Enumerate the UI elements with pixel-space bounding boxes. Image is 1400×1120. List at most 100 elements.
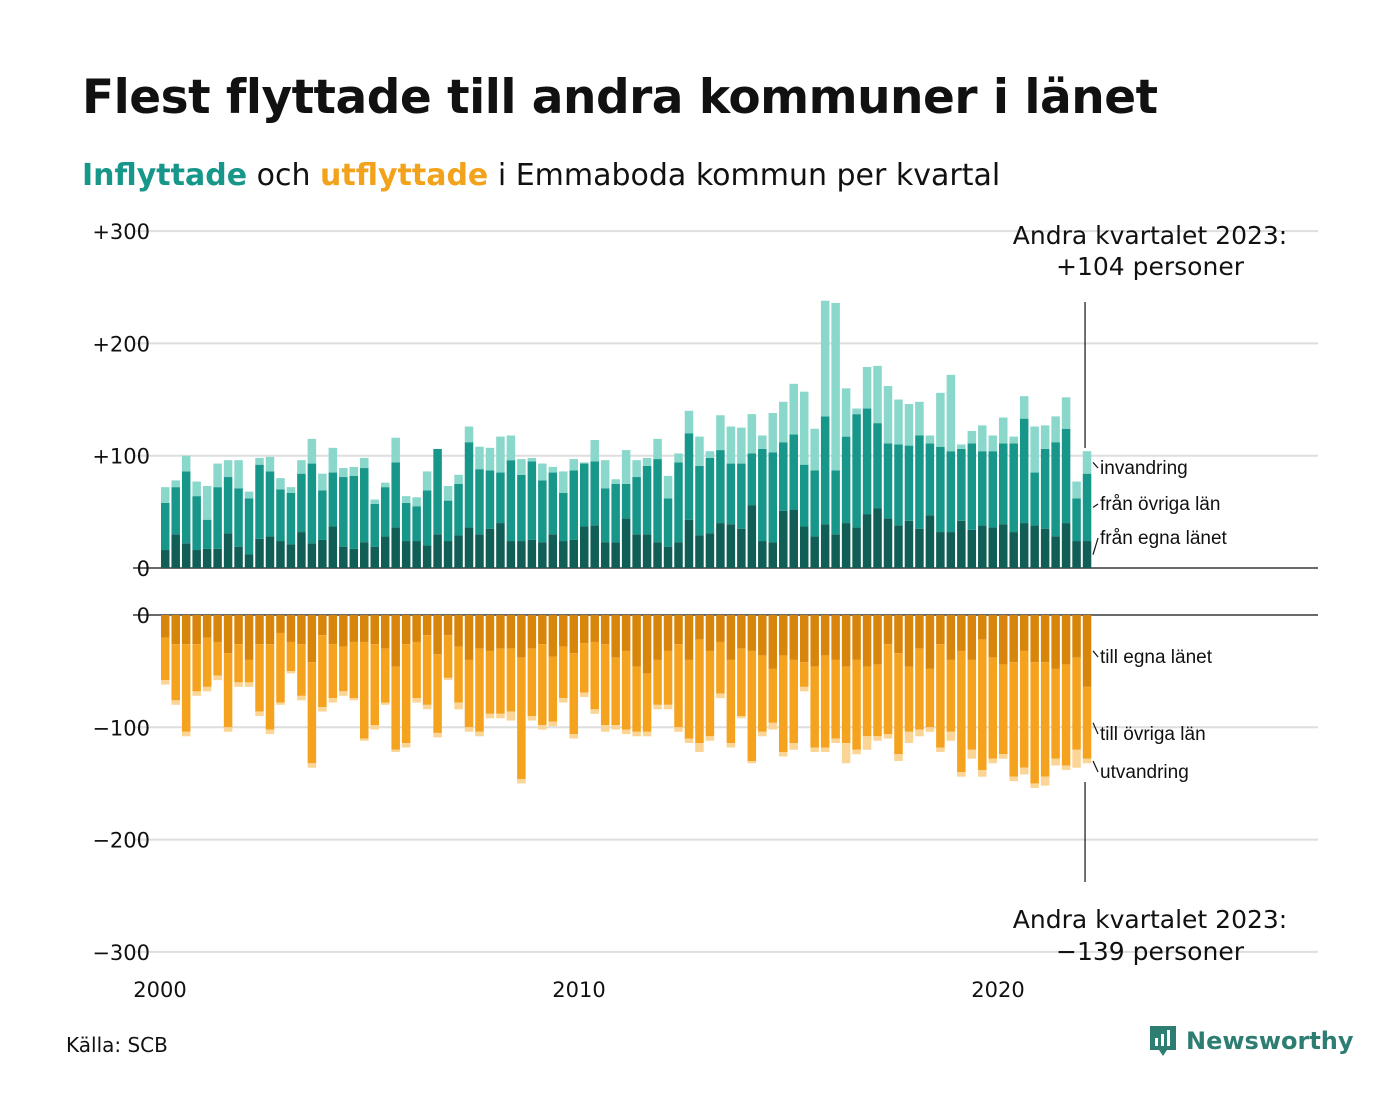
bar-in-1 [422,490,432,546]
bar-out-2 [380,702,390,705]
bar-out-1 [925,668,935,728]
bar-out-2 [716,693,725,699]
bar-out-2 [370,725,379,730]
bar-in-1 [936,446,945,533]
bar-in-0 [265,536,275,568]
bar-out-2 [621,729,631,735]
bar-in-1 [328,472,338,527]
bar-in-2 [307,438,317,464]
bar-in-1 [705,457,715,534]
bar-in-0 [873,508,882,568]
bar-in-0 [548,534,558,568]
bar-in-2 [758,435,767,449]
bar-in-1 [978,451,987,526]
bar-in-2 [276,478,285,490]
bar-in-1 [632,477,641,535]
bar-out-2 [611,725,620,730]
bar-in-1 [674,462,683,543]
bar-in-1 [1072,498,1081,542]
bar-out-1 [286,641,296,672]
bar-out-0 [401,615,411,645]
bar-in-0 [779,510,788,568]
bar-out-2 [726,743,736,748]
bar-out-1 [370,644,379,726]
bar-out-0 [852,615,861,660]
bar-in-1 [779,442,788,511]
bar-in-0 [768,542,778,568]
bar-in-1 [506,460,516,542]
bar-in-1 [737,463,746,529]
bar-out-0 [904,615,914,667]
bar-in-1 [946,451,956,533]
annotation-text: +104 personer [1056,252,1245,281]
bar-out-0 [213,615,222,642]
bar-in-0 [716,523,725,568]
bar-out-1 [862,666,872,737]
bar-out-2 [517,778,526,784]
bar-in-0 [632,534,641,568]
bar-in-0 [579,526,589,568]
bar-in-2 [894,399,903,445]
bar-out-1 [548,656,558,722]
bar-in-2 [873,365,882,424]
bar-in-1 [569,470,579,540]
bar-in-0 [841,523,851,568]
bar-in-2 [831,302,840,471]
bar-in-1 [642,465,652,535]
bar-in-1 [1030,472,1039,526]
bar-out-0 [307,615,317,663]
bar-in-0 [213,548,222,568]
bar-out-2 [747,760,757,764]
bar-in-1 [747,453,757,506]
bar-out-2 [569,734,579,739]
bar-in-0 [1051,536,1060,568]
bar-in-1 [412,506,421,542]
bar-out-2 [883,734,893,739]
bar-out-1 [758,655,767,732]
bar-out-2 [401,743,411,748]
bar-in-2 [548,466,558,473]
bar-in-2 [716,415,725,451]
bar-in-2 [297,460,306,474]
bar-in-1 [726,463,736,525]
bar-out-2 [202,686,212,692]
label-leader [1092,503,1099,508]
bar-in-2 [590,439,599,462]
bar-out-2 [600,725,610,732]
bar-out-2 [1072,749,1081,768]
bar-out-2 [328,698,338,703]
bar-out-2 [674,727,683,732]
bar-in-2 [904,404,914,446]
bar-out-1 [171,644,180,701]
bar-in-2 [695,436,704,466]
bar-out-2 [548,721,558,727]
bar-out-1 [799,662,809,687]
bar-out-0 [799,615,809,663]
bar-in-1 [213,487,222,549]
bar-out-1 [967,659,977,750]
bar-in-1 [988,451,998,528]
bar-in-1 [590,461,599,526]
bar-in-0 [443,541,453,568]
bar-out-0 [318,615,327,636]
gridlines [133,230,1318,953]
bar-out-1 [1051,668,1060,759]
bar-out-1 [600,644,610,726]
bar-out-1 [160,637,170,681]
bar-out-0 [831,615,840,660]
bar-in-2 [192,481,201,497]
bar-in-2 [810,428,819,471]
bar-in-1 [695,465,704,536]
bar-in-0 [244,554,254,568]
bar-in-1 [831,470,840,535]
bar-out-2 [653,704,662,710]
bar-in-0 [475,534,484,568]
label-leader [1092,760,1099,773]
bar-out-0 [988,615,998,658]
bar-in-1 [559,492,568,542]
bar-in-1 [401,502,411,542]
bar-in-1 [485,470,495,529]
bar-in-0 [695,535,704,568]
bar-out-0 [1061,615,1071,665]
bar-out-2 [318,707,327,712]
